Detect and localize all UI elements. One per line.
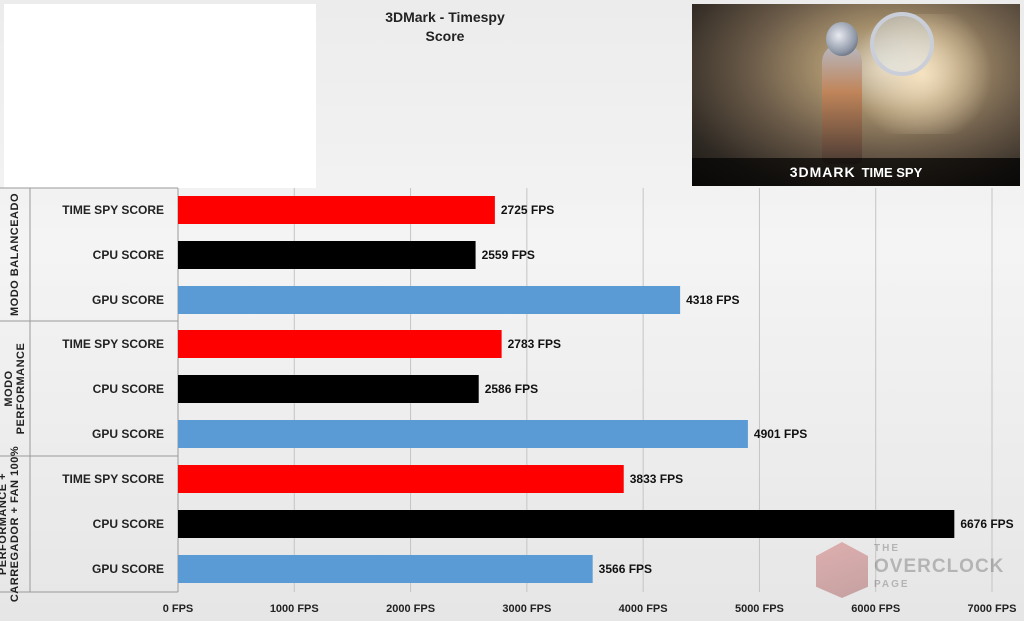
group-label: PERFORMANCE	[15, 343, 27, 435]
data-label: 3566 FPS	[599, 562, 652, 576]
data-label: 4318 FPS	[686, 293, 739, 307]
category-label: CPU SCORE	[93, 248, 164, 262]
watermark-text: THE OVERCLOCK PAGE	[874, 540, 1004, 594]
chart-title-block: 3DMark - Timespy Score	[320, 8, 570, 46]
x-tick-label: 6000 FPS	[851, 603, 900, 615]
group-label: PERFORMANCE +	[0, 473, 9, 575]
data-label: 2725 FPS	[501, 203, 554, 217]
bar	[178, 375, 479, 403]
data-label: 2783 FPS	[508, 337, 561, 351]
overclock-page-watermark: THE OVERCLOCK PAGE	[816, 540, 1016, 610]
chart-subtitle: Score	[425, 28, 465, 44]
banner-brand-bar	[692, 158, 1020, 186]
x-tick-label: 7000 FPS	[968, 603, 1017, 615]
bar	[178, 330, 502, 358]
watermark-line3: PAGE	[874, 579, 910, 590]
bar	[178, 241, 476, 269]
x-tick-label: 5000 FPS	[735, 603, 784, 615]
x-tick-label: 4000 FPS	[619, 603, 668, 615]
bar	[178, 286, 681, 314]
bar	[178, 465, 624, 493]
character-figure	[822, 44, 862, 164]
bar	[178, 196, 495, 224]
watermark-line2: OVERCLOCK	[874, 556, 1005, 577]
group-label: MODO BALANCEADO	[9, 193, 21, 316]
bar	[178, 510, 955, 538]
character-helmet	[826, 22, 858, 56]
watermark-line1: THE	[874, 543, 900, 554]
x-tick-label: 0 FPS	[163, 603, 194, 615]
category-label: TIME SPY SCORE	[62, 472, 164, 486]
data-label: 6676 FPS	[960, 517, 1013, 531]
category-label: GPU SCORE	[92, 562, 164, 576]
group-label: CARREGADOR + FAN 100%	[9, 446, 21, 602]
data-label: 4901 FPS	[754, 427, 807, 441]
data-label: 2586 FPS	[485, 382, 538, 396]
x-tick-label: 1000 FPS	[270, 603, 319, 615]
bar	[178, 420, 748, 448]
data-label: 3833 FPS	[630, 472, 683, 486]
timespy-banner-image: 3DMARK TIME SPY	[692, 4, 1020, 186]
data-label: 2559 FPS	[482, 248, 535, 262]
banner-product: TIME SPY	[861, 165, 923, 180]
bar	[178, 555, 593, 583]
category-label: GPU SCORE	[92, 293, 164, 307]
banner-brand: 3DMARK	[789, 164, 856, 180]
category-label: TIME SPY SCORE	[62, 203, 164, 217]
blank-panel	[4, 4, 316, 188]
x-tick-label: 2000 FPS	[386, 603, 435, 615]
category-label: CPU SCORE	[93, 517, 164, 531]
chart-title: 3DMark - Timespy	[385, 9, 505, 25]
category-label: TIME SPY SCORE	[62, 337, 164, 351]
category-label: GPU SCORE	[92, 427, 164, 441]
category-label: CPU SCORE	[93, 382, 164, 396]
banner-brand-text: 3DMARK TIME SPY	[692, 164, 1020, 180]
group-label: MODO	[3, 370, 15, 406]
x-tick-label: 3000 FPS	[502, 603, 551, 615]
magnifier-glass-icon	[870, 12, 934, 76]
watermark-cube-icon	[816, 542, 868, 598]
